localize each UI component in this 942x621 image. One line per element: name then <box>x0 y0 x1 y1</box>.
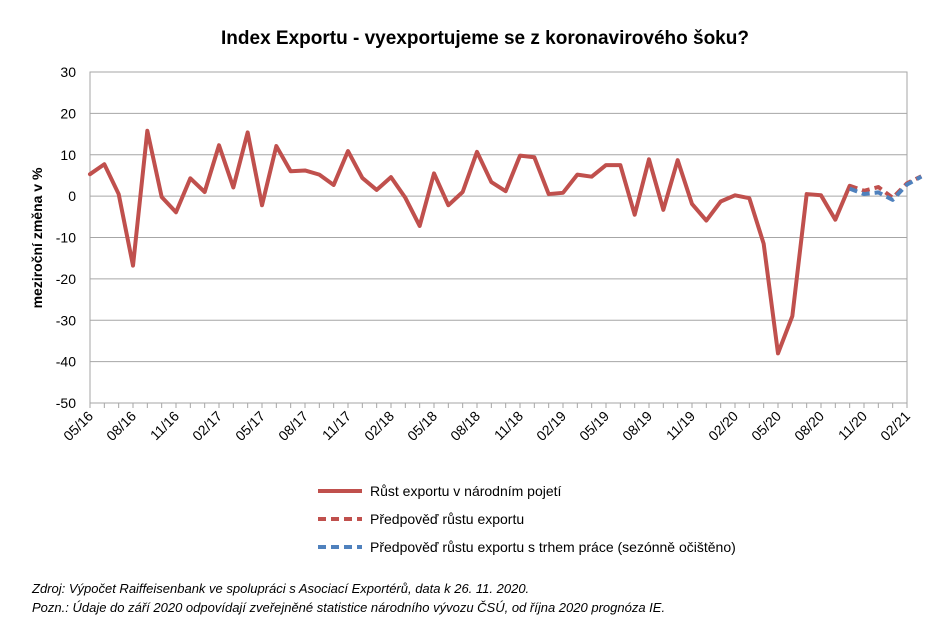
y-tick-label: -20 <box>56 271 76 287</box>
series-group <box>88 128 923 356</box>
y-axis-ticks: 30 20 10 0 -10 -20 -30 -40 -50 <box>56 64 76 411</box>
y-tick-label: -40 <box>56 354 76 370</box>
series-line-3 <box>848 174 923 202</box>
y-tick-label: 10 <box>60 147 76 163</box>
series-line-2 <box>849 174 923 200</box>
x-tick-label: 05/17 <box>232 408 268 444</box>
y-tick-label: 30 <box>60 64 76 80</box>
y-tick-label: -50 <box>56 395 76 411</box>
x-tick-label: 05/20 <box>748 408 784 444</box>
x-tick-label: 11/19 <box>663 408 699 444</box>
x-axis-ticks: 05/16 08/16 11/16 02/17 05/17 08/17 11/17 02/18… <box>60 403 913 444</box>
x-tick-label: 05/19 <box>576 408 612 444</box>
y-tick-label: 20 <box>60 105 76 121</box>
x-tick-label: 08/18 <box>447 408 483 444</box>
y-tick-label: -30 <box>56 312 76 328</box>
x-tick-label: 02/21 <box>877 408 913 444</box>
x-tick-label: 05/16 <box>60 408 96 444</box>
legend-label-2: Předpověď růstu exportu <box>370 511 524 527</box>
legend: Růst exportu v národním pojetí Předpověď … <box>318 483 736 555</box>
x-tick-label: 08/17 <box>275 408 311 444</box>
source-note: Zdroj: Výpočet Raiffeisenbank ve spolupr… <box>32 581 530 596</box>
plot-frame <box>89 71 908 404</box>
x-tick-label: 02/19 <box>533 408 569 444</box>
x-tick-label: 05/18 <box>404 408 440 444</box>
x-tick-label: 08/19 <box>619 408 655 444</box>
x-tick-label: 08/20 <box>791 408 827 444</box>
y-axis-label: meziroční změna v % <box>29 167 45 308</box>
x-tick-label: 08/16 <box>103 408 139 444</box>
methodology-note: Pozn.: Údaje do září 2020 odpovídají zve… <box>32 600 666 615</box>
legend-label-1: Růst exportu v národním pojetí <box>370 483 562 499</box>
x-tick-label: 11/16 <box>147 408 183 444</box>
y-tick-label: -10 <box>56 230 76 246</box>
grid-lines <box>89 71 908 404</box>
chart-title: Index Exportu - vyexportujeme se z koron… <box>221 28 749 49</box>
series-line-1 <box>88 128 852 356</box>
x-tick-label: 02/20 <box>705 408 741 444</box>
y-tick-label: 0 <box>68 188 76 204</box>
x-tick-label: 11/18 <box>491 408 527 444</box>
x-tick-label: 11/17 <box>319 408 355 444</box>
x-tick-label: 02/17 <box>189 408 225 444</box>
legend-label-3: Předpověď růstu exportu s trhem práce (s… <box>370 539 736 555</box>
x-tick-label: 11/20 <box>835 408 871 444</box>
x-tick-label: 02/18 <box>361 408 397 444</box>
